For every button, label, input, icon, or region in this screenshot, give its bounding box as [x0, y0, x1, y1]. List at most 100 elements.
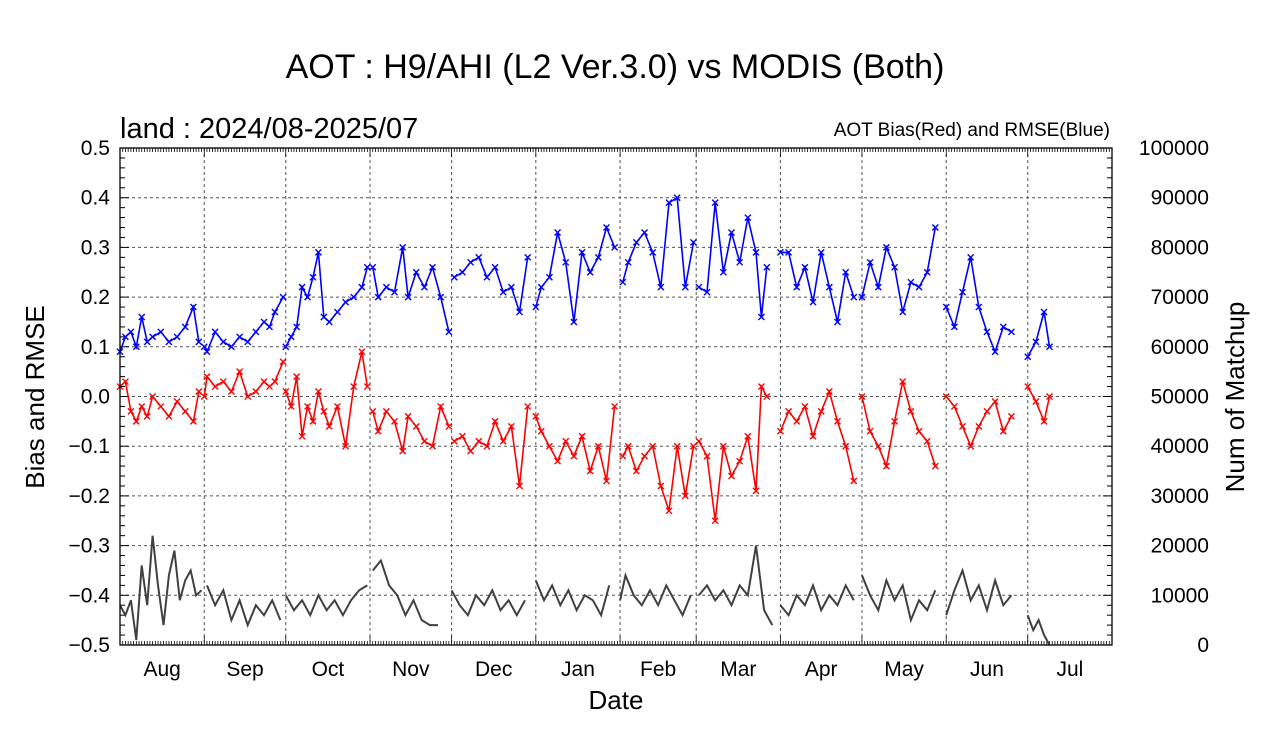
series-1-point — [915, 427, 923, 435]
marker-stroke — [842, 268, 850, 276]
marker-stroke — [594, 253, 602, 261]
marker-stroke — [173, 333, 181, 341]
series-1-line — [779, 389, 855, 482]
marker-stroke — [382, 407, 390, 415]
series-1-point — [999, 427, 1007, 435]
y2-tick-label: 40000 — [1151, 435, 1209, 458]
marker-stroke — [719, 442, 727, 450]
series-1-point — [189, 417, 197, 425]
marker-stroke — [594, 442, 602, 450]
marker-stroke — [858, 293, 866, 301]
marker-stroke — [491, 263, 499, 271]
series-1-point — [825, 388, 833, 396]
marker-stroke — [882, 462, 890, 470]
marker-stroke — [959, 288, 967, 296]
series-0-point — [342, 298, 350, 306]
series-0-point — [138, 313, 146, 321]
series-1-point — [227, 388, 235, 396]
series-0-point — [265, 323, 273, 331]
marker-stroke — [999, 427, 1007, 435]
series-1-point — [304, 402, 312, 410]
series-1-point — [358, 348, 366, 356]
series-0-point — [632, 238, 640, 246]
series-0-point — [437, 293, 445, 301]
series-0-point — [602, 224, 610, 232]
y2-tick-label: 10000 — [1151, 584, 1209, 607]
series-1-point — [641, 452, 649, 460]
marker-stroke — [293, 373, 301, 381]
marker-stroke — [950, 402, 958, 410]
marker-stroke — [236, 333, 244, 341]
series-0-point — [189, 303, 197, 311]
marker-stroke — [195, 388, 203, 396]
series-0-point — [983, 328, 991, 336]
marker-stroke — [619, 278, 627, 286]
marker-stroke — [703, 288, 711, 296]
series-1-point — [967, 442, 975, 450]
marker-stroke — [244, 338, 252, 346]
marker-stroke — [219, 378, 227, 386]
series-0-point — [475, 253, 483, 261]
series-1-point — [211, 383, 219, 391]
series-0-point — [673, 194, 681, 202]
marker-stroke — [524, 402, 532, 410]
series-1-point — [703, 452, 711, 460]
marker-stroke — [570, 318, 578, 326]
series-1-point — [874, 442, 882, 450]
series-0-line — [622, 196, 695, 288]
series-0-point — [931, 224, 939, 232]
series-1-point — [752, 487, 760, 495]
x-tick-label: Jan — [561, 658, 595, 681]
marker-stroke — [817, 248, 825, 256]
marker-stroke — [363, 263, 371, 271]
series-0-point — [975, 303, 983, 311]
series-1-point — [382, 407, 390, 415]
series-0-point — [991, 348, 999, 356]
x-tick-label: Nov — [392, 658, 430, 681]
series-2-line — [698, 545, 774, 626]
marker-stroke — [138, 402, 146, 410]
series-2-line — [206, 585, 282, 628]
marker-stroke — [143, 338, 151, 346]
series-0-point — [391, 288, 398, 296]
marker-stroke — [358, 283, 366, 291]
y2-tick-label: 70000 — [1151, 286, 1209, 309]
series-0-point — [304, 293, 312, 301]
marker-stroke — [554, 457, 562, 465]
series-0-point — [181, 323, 189, 331]
marker-stroke — [942, 303, 950, 311]
series-1-point — [736, 457, 744, 465]
series-1-point — [260, 378, 268, 386]
series-0-point — [562, 258, 570, 266]
series-0-point — [333, 308, 341, 316]
series-0-point — [445, 328, 453, 336]
series-0-point — [404, 293, 412, 301]
series-0-point — [149, 333, 157, 341]
series-0-line — [698, 202, 768, 318]
series-1-point — [719, 442, 727, 450]
series-0-point — [874, 283, 882, 291]
marker-stroke — [665, 199, 673, 207]
series-0-point — [314, 248, 322, 256]
marker-stroke — [801, 402, 809, 410]
marker-stroke — [602, 477, 610, 485]
marker-stroke — [657, 482, 665, 490]
plot-frame — [119, 147, 1113, 646]
marker-stroke — [189, 303, 197, 311]
series-1-line — [861, 381, 937, 469]
series-0-point — [736, 258, 744, 266]
marker-stroke — [923, 437, 931, 445]
marker-stroke — [314, 248, 322, 256]
marker-stroke — [342, 298, 350, 306]
y-tick-label: −0.3 — [69, 535, 110, 558]
y-tick-label: 0.1 — [81, 336, 110, 359]
marker-stroke — [412, 422, 420, 430]
series-1-point — [483, 442, 491, 450]
series-1-point — [657, 482, 665, 490]
series-0-point — [711, 199, 719, 207]
marker-stroke — [127, 328, 135, 336]
series-0-point — [236, 333, 244, 341]
marker-stroke — [673, 442, 681, 450]
marker-stroke — [882, 243, 890, 251]
